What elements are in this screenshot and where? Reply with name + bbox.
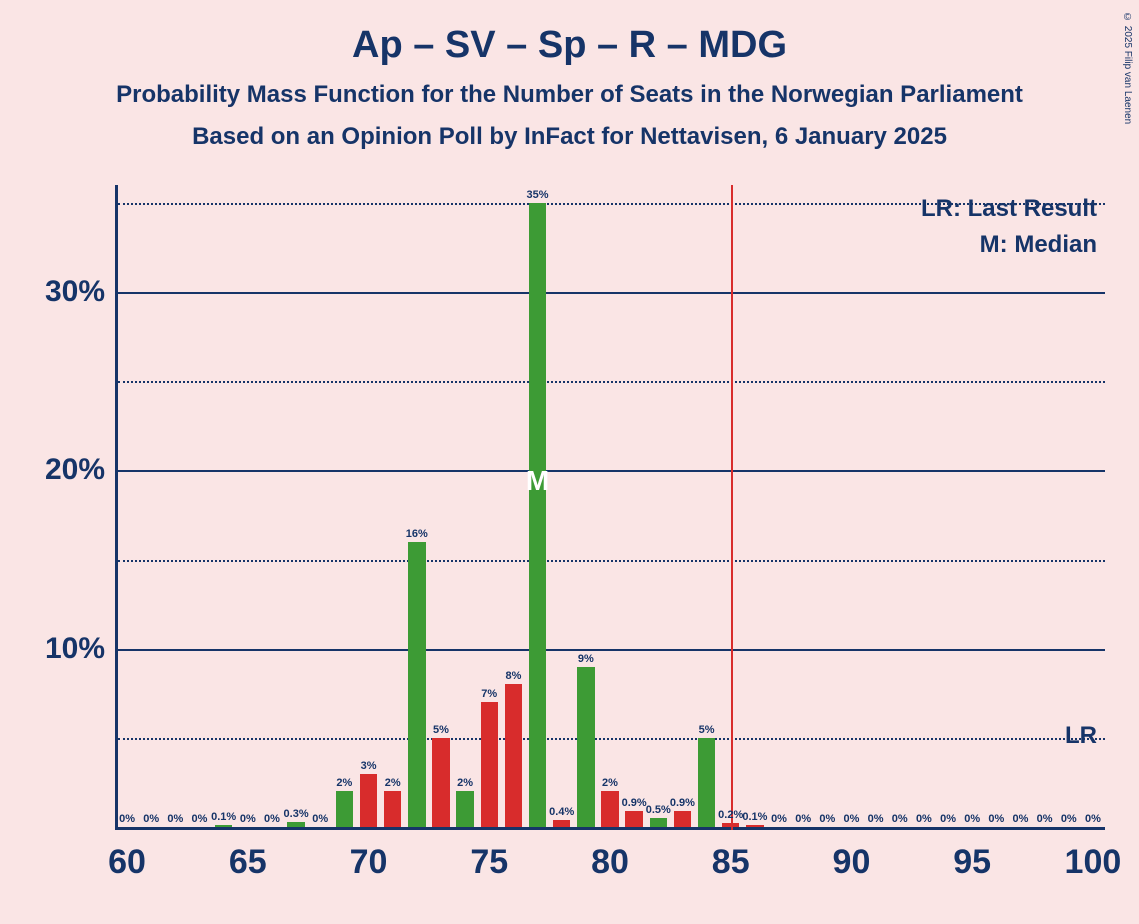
legend-m: M: Median	[921, 227, 1097, 263]
bar: 35%	[529, 203, 546, 827]
bar-value-label: 0%	[892, 813, 908, 827]
x-tick-label: 80	[591, 843, 629, 882]
chart-title: Ap – SV – Sp – R – MDG	[0, 0, 1139, 67]
bar: 0.1%	[746, 825, 763, 827]
bar-value-label: 0.4%	[549, 806, 574, 820]
bar-value-label: 0%	[264, 813, 280, 827]
bar-value-label: 0%	[795, 813, 811, 827]
bar: 0.9%	[625, 811, 642, 827]
gridline-minor	[118, 560, 1105, 562]
gridline-minor	[118, 203, 1105, 205]
lr-axis-label: LR	[1065, 722, 1097, 750]
bar: 0.4%	[553, 820, 570, 827]
bar-value-label: 0%	[119, 813, 135, 827]
bar: 3%	[360, 774, 377, 828]
bar-value-label: 0%	[192, 813, 208, 827]
gridline	[118, 470, 1105, 472]
bar-value-label: 0.3%	[284, 808, 309, 822]
bar-value-label: 0.1%	[211, 811, 236, 825]
bar-value-label: 0%	[844, 813, 860, 827]
bar-value-label: 0%	[771, 813, 787, 827]
y-tick-label: 30%	[25, 275, 105, 309]
bar-value-label: 0.2%	[718, 809, 743, 823]
gridline-minor	[118, 381, 1105, 383]
bar-value-label: 5%	[699, 724, 715, 738]
bar: 2%	[336, 791, 353, 827]
bar: 8%	[505, 684, 522, 827]
bar-value-label: 0%	[1085, 813, 1101, 827]
chart-subtitle-2: Based on an Opinion Poll by InFact for N…	[0, 123, 1139, 151]
gridline	[118, 292, 1105, 294]
copyright-text: © 2025 Filip van Laenen	[1122, 12, 1133, 124]
bar: 0.9%	[674, 811, 691, 827]
bar: 5%	[432, 738, 449, 827]
bar-value-label: 2%	[336, 777, 352, 791]
bar: 0.2%	[722, 823, 739, 827]
y-axis-line	[115, 185, 118, 830]
legend-lr: LR: Last Result	[921, 191, 1097, 227]
bar-value-label: 0%	[940, 813, 956, 827]
x-tick-label: 65	[229, 843, 267, 882]
bar-value-label: 0%	[916, 813, 932, 827]
bar-value-label: 35%	[527, 189, 549, 203]
x-tick-label: 90	[833, 843, 871, 882]
bar: 0.1%	[215, 825, 232, 827]
bar: 7%	[481, 702, 498, 827]
x-tick-label: 70	[350, 843, 388, 882]
bar: 5%	[698, 738, 715, 827]
bar-value-label: 9%	[578, 653, 594, 667]
bar-value-label: 0%	[819, 813, 835, 827]
bar-value-label: 0.1%	[742, 811, 767, 825]
gridline-minor	[118, 738, 1105, 740]
legend: LR: Last Result M: Median	[921, 191, 1097, 263]
bar: 0.5%	[650, 818, 667, 827]
x-tick-label: 95	[953, 843, 991, 882]
y-tick-label: 10%	[25, 632, 105, 666]
bar-value-label: 0%	[167, 813, 183, 827]
bar-value-label: 0%	[1061, 813, 1077, 827]
bar-value-label: 2%	[457, 777, 473, 791]
gridline	[118, 649, 1105, 651]
bar-value-label: 7%	[481, 688, 497, 702]
bar-value-label: 0%	[868, 813, 884, 827]
x-tick-label: 100	[1065, 843, 1122, 882]
bar-value-label: 0%	[1037, 813, 1053, 827]
bar-value-label: 2%	[602, 777, 618, 791]
bar-value-label: 3%	[361, 760, 377, 774]
bar-value-label: 0%	[312, 813, 328, 827]
chart-subtitle-1: Probability Mass Function for the Number…	[0, 81, 1139, 109]
y-tick-label: 20%	[25, 453, 105, 487]
bar-value-label: 0.9%	[622, 797, 647, 811]
bar-value-label: 0.9%	[670, 797, 695, 811]
x-axis-line	[115, 827, 1105, 830]
lr-vertical-line	[731, 185, 733, 830]
bar-value-label: 0%	[143, 813, 159, 827]
bar-value-label: 0%	[988, 813, 1004, 827]
bar: 9%	[577, 667, 594, 828]
bar: 16%	[408, 542, 425, 827]
x-tick-label: 75	[470, 843, 508, 882]
x-tick-label: 60	[108, 843, 146, 882]
bar-value-label: 5%	[433, 724, 449, 738]
bar-value-label: 16%	[406, 528, 428, 542]
bar-value-label: 2%	[385, 777, 401, 791]
bar-value-label: 8%	[505, 670, 521, 684]
bar-value-label: 0%	[240, 813, 256, 827]
x-tick-label: 85	[712, 843, 750, 882]
chart-plot-area: LR: Last Result M: Median 10%20%30%60657…	[115, 185, 1105, 830]
bar: 2%	[384, 791, 401, 827]
bar: 2%	[601, 791, 618, 827]
bar-value-label: 0.5%	[646, 804, 671, 818]
bar-value-label: 0%	[1013, 813, 1029, 827]
bar: 0.3%	[287, 822, 304, 827]
bar: 2%	[456, 791, 473, 827]
bar-value-label: 0%	[964, 813, 980, 827]
